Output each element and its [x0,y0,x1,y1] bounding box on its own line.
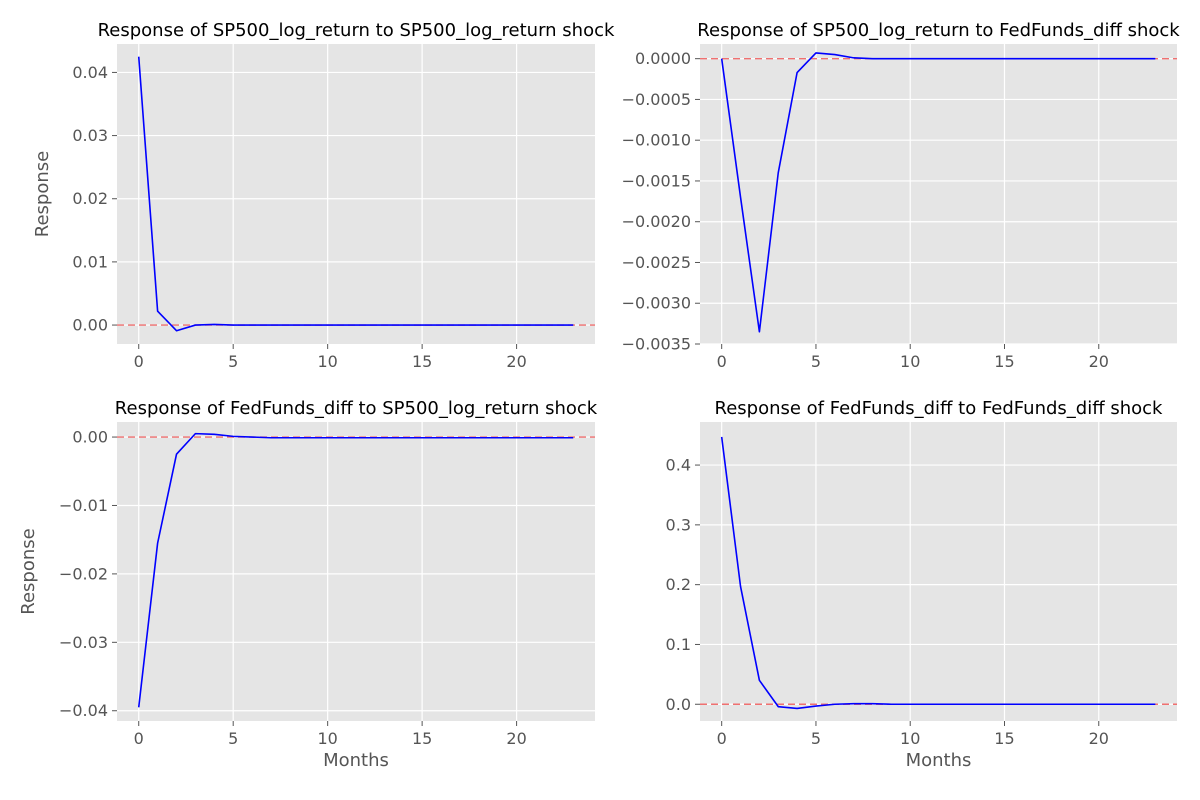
x-tick-label: 0 [717,352,727,371]
subplot-3: 0 5 10 15 20 0.00 −0.01 −0.02 −0.03 −0.04 Response… [18,398,598,771]
y-tick-label: 0.0000 [635,49,691,68]
y-tick-label: −0.0025 [622,253,691,272]
subplot-title: Response of FedFunds_diff to SP500_log_r… [115,398,598,419]
x-tick-label: 15 [994,729,1014,748]
y-tick-label: 0.00 [72,316,108,335]
irf-series-line [137,56,574,332]
x-tick-label: 10 [317,729,337,748]
y-tick-label: −0.04 [59,701,108,720]
y-tick-label: −0.0035 [622,335,691,354]
y-tick-label: −0.0010 [622,131,691,150]
x-tick-label: 20 [506,729,526,748]
x-tick-label: 0 [134,352,144,371]
irf-series-line [720,436,1156,710]
y-tick-label: 0.01 [72,252,108,271]
x-tick-label: 5 [228,352,238,371]
plot-area [700,44,1177,344]
y-tick-label: −0.0015 [622,171,691,190]
x-tick-label: 15 [412,729,432,748]
y-tick-label: 0.2 [666,575,691,594]
x-tick-label: 20 [1089,729,1109,748]
y-tick-label: −0.02 [59,564,108,583]
x-tick-label: 15 [412,352,432,371]
plot-area [117,44,595,344]
y-tick-label: 0.00 [72,428,108,447]
y-tick-label: −0.03 [59,633,108,652]
y-tick-label: 0.04 [72,63,108,82]
subplot-2: 0 5 10 15 20 0.0000 −0.0005 −0.0010 −0.0015 −0.00… [622,20,1181,371]
x-tick-label: 10 [900,729,920,748]
x-tick-label: 0 [717,729,727,748]
y-tick-label: −0.0005 [622,90,691,109]
irf-series-line [137,432,574,708]
x-axis-label: Months [323,750,389,771]
subplot-title: Response of SP500_log_return to FedFunds… [697,20,1180,41]
y-tick-label: −0.01 [59,496,108,515]
y-axis-label: Response [32,151,53,237]
y-tick-label: 0.4 [666,456,691,475]
y-tick-label: 0.1 [666,635,691,654]
x-tick-label: 10 [317,352,337,371]
y-tick-label: 0.03 [72,126,108,145]
subplot-title: Response of SP500_log_return to SP500_lo… [98,20,615,41]
subplot-4: 0 5 10 15 20 0.0 0.1 0.2 0.3 0.4 Response of FedFu… [666,398,1177,771]
x-tick-label: 20 [1089,352,1109,371]
x-tick-label: 5 [811,729,821,748]
y-tick-label: −0.0020 [622,212,691,231]
y-tick-label: 0.3 [666,515,691,534]
y-tick-label: 0.02 [72,189,108,208]
subplot-1: 0 5 10 15 20 0.00 0.01 0.02 0.03 0.04 Response of … [32,20,615,371]
x-tick-label: 0 [134,729,144,748]
x-tick-label: 10 [900,352,920,371]
x-tick-label: 5 [811,352,821,371]
y-tick-label: 0.0 [666,695,691,714]
y-axis-label: Response [18,528,39,614]
x-tick-label: 15 [994,352,1014,371]
plot-area [117,422,595,721]
x-tick-label: 20 [506,352,526,371]
y-tick-label: −0.0030 [622,294,691,313]
x-axis-label: Months [906,750,972,771]
plot-area [700,422,1177,721]
subplot-title: Response of FedFunds_diff to FedFunds_di… [715,398,1164,419]
x-tick-label: 5 [228,729,238,748]
irf-series-line [720,52,1156,333]
